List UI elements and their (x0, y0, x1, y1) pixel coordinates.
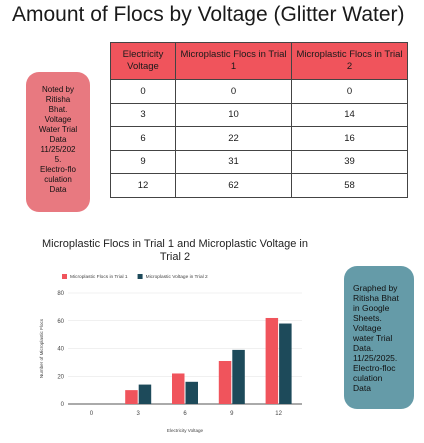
x-axis-title: Electricity Voltage (167, 428, 204, 433)
x-tick-label: 12 (275, 411, 282, 417)
cell-trial-2: 58 (291, 173, 408, 198)
flocs-table: Electricity Voltage Microplastic Flocs i… (110, 42, 408, 198)
table-row: 0 0 0 (110, 79, 408, 104)
header-trial-2: Microplastic Flocs in Trial 2 (291, 42, 408, 80)
sticky-note-left: Noted by Ritisha Bhat. Voltage Water Tri… (26, 72, 90, 212)
bar-trial-1 (125, 390, 138, 404)
x-tick-label: 3 (137, 411, 141, 417)
cell-trial-2: 16 (291, 126, 408, 151)
y-axis-title: Number of Microplastic Flocs (39, 318, 44, 378)
cell-trial-1: 0 (175, 79, 292, 104)
header-trial-1: Microplastic Flocs in Trial 1 (175, 42, 292, 80)
cell-voltage: 12 (110, 173, 176, 198)
y-tick-label: 0 (61, 402, 65, 408)
cell-trial-1: 62 (175, 173, 292, 198)
legend-swatch-2 (137, 274, 143, 279)
y-tick-label: 20 (57, 374, 64, 380)
legend-label-1: Microplastic Flocs in Trial 1 (70, 274, 128, 280)
cell-voltage: 6 (110, 126, 176, 151)
cell-voltage: 0 (110, 79, 176, 104)
bar-trial-2 (138, 384, 152, 404)
cell-trial-1: 10 (175, 102, 292, 127)
cell-trial-1: 31 (175, 149, 292, 174)
legend-swatch-1 (62, 274, 67, 279)
y-tick-label: 60 (57, 319, 64, 325)
bar-trial-2 (279, 323, 292, 404)
table-row: 3 10 14 (110, 102, 408, 127)
bar-trial-2 (232, 349, 245, 404)
bar-trial-1 (172, 373, 185, 404)
page-title: Amount of Flocs by Voltage (Glitter Wate… (12, 3, 405, 26)
x-tick-label: 0 (90, 411, 94, 417)
cell-trial-2: 0 (291, 79, 408, 104)
table-row: 12 62 58 (110, 173, 408, 198)
cell-trial-2: 14 (291, 102, 408, 127)
bar-trial-1 (218, 360, 232, 404)
bar-trial-1 (265, 317, 279, 404)
table-header-row: Electricity Voltage Microplastic Flocs i… (110, 42, 408, 80)
table-row: 6 22 16 (110, 126, 408, 151)
x-tick-label: 6 (183, 411, 187, 417)
chart-title: Microplastic Flocs in Trial 1 and Microp… (42, 238, 308, 263)
bar-trial-2 (185, 381, 198, 404)
table-row: 9 31 39 (110, 149, 408, 174)
cell-voltage: 9 (110, 149, 176, 174)
y-tick-label: 40 (57, 347, 64, 353)
sticky-note-right: Graphed by Ritisha Bhat in Google Sheets… (344, 266, 414, 409)
y-tick-label: 80 (57, 291, 64, 297)
x-tick-label: 9 (230, 411, 234, 417)
legend-label-2: Microplastic Voltage in Trial 2 (146, 274, 208, 280)
